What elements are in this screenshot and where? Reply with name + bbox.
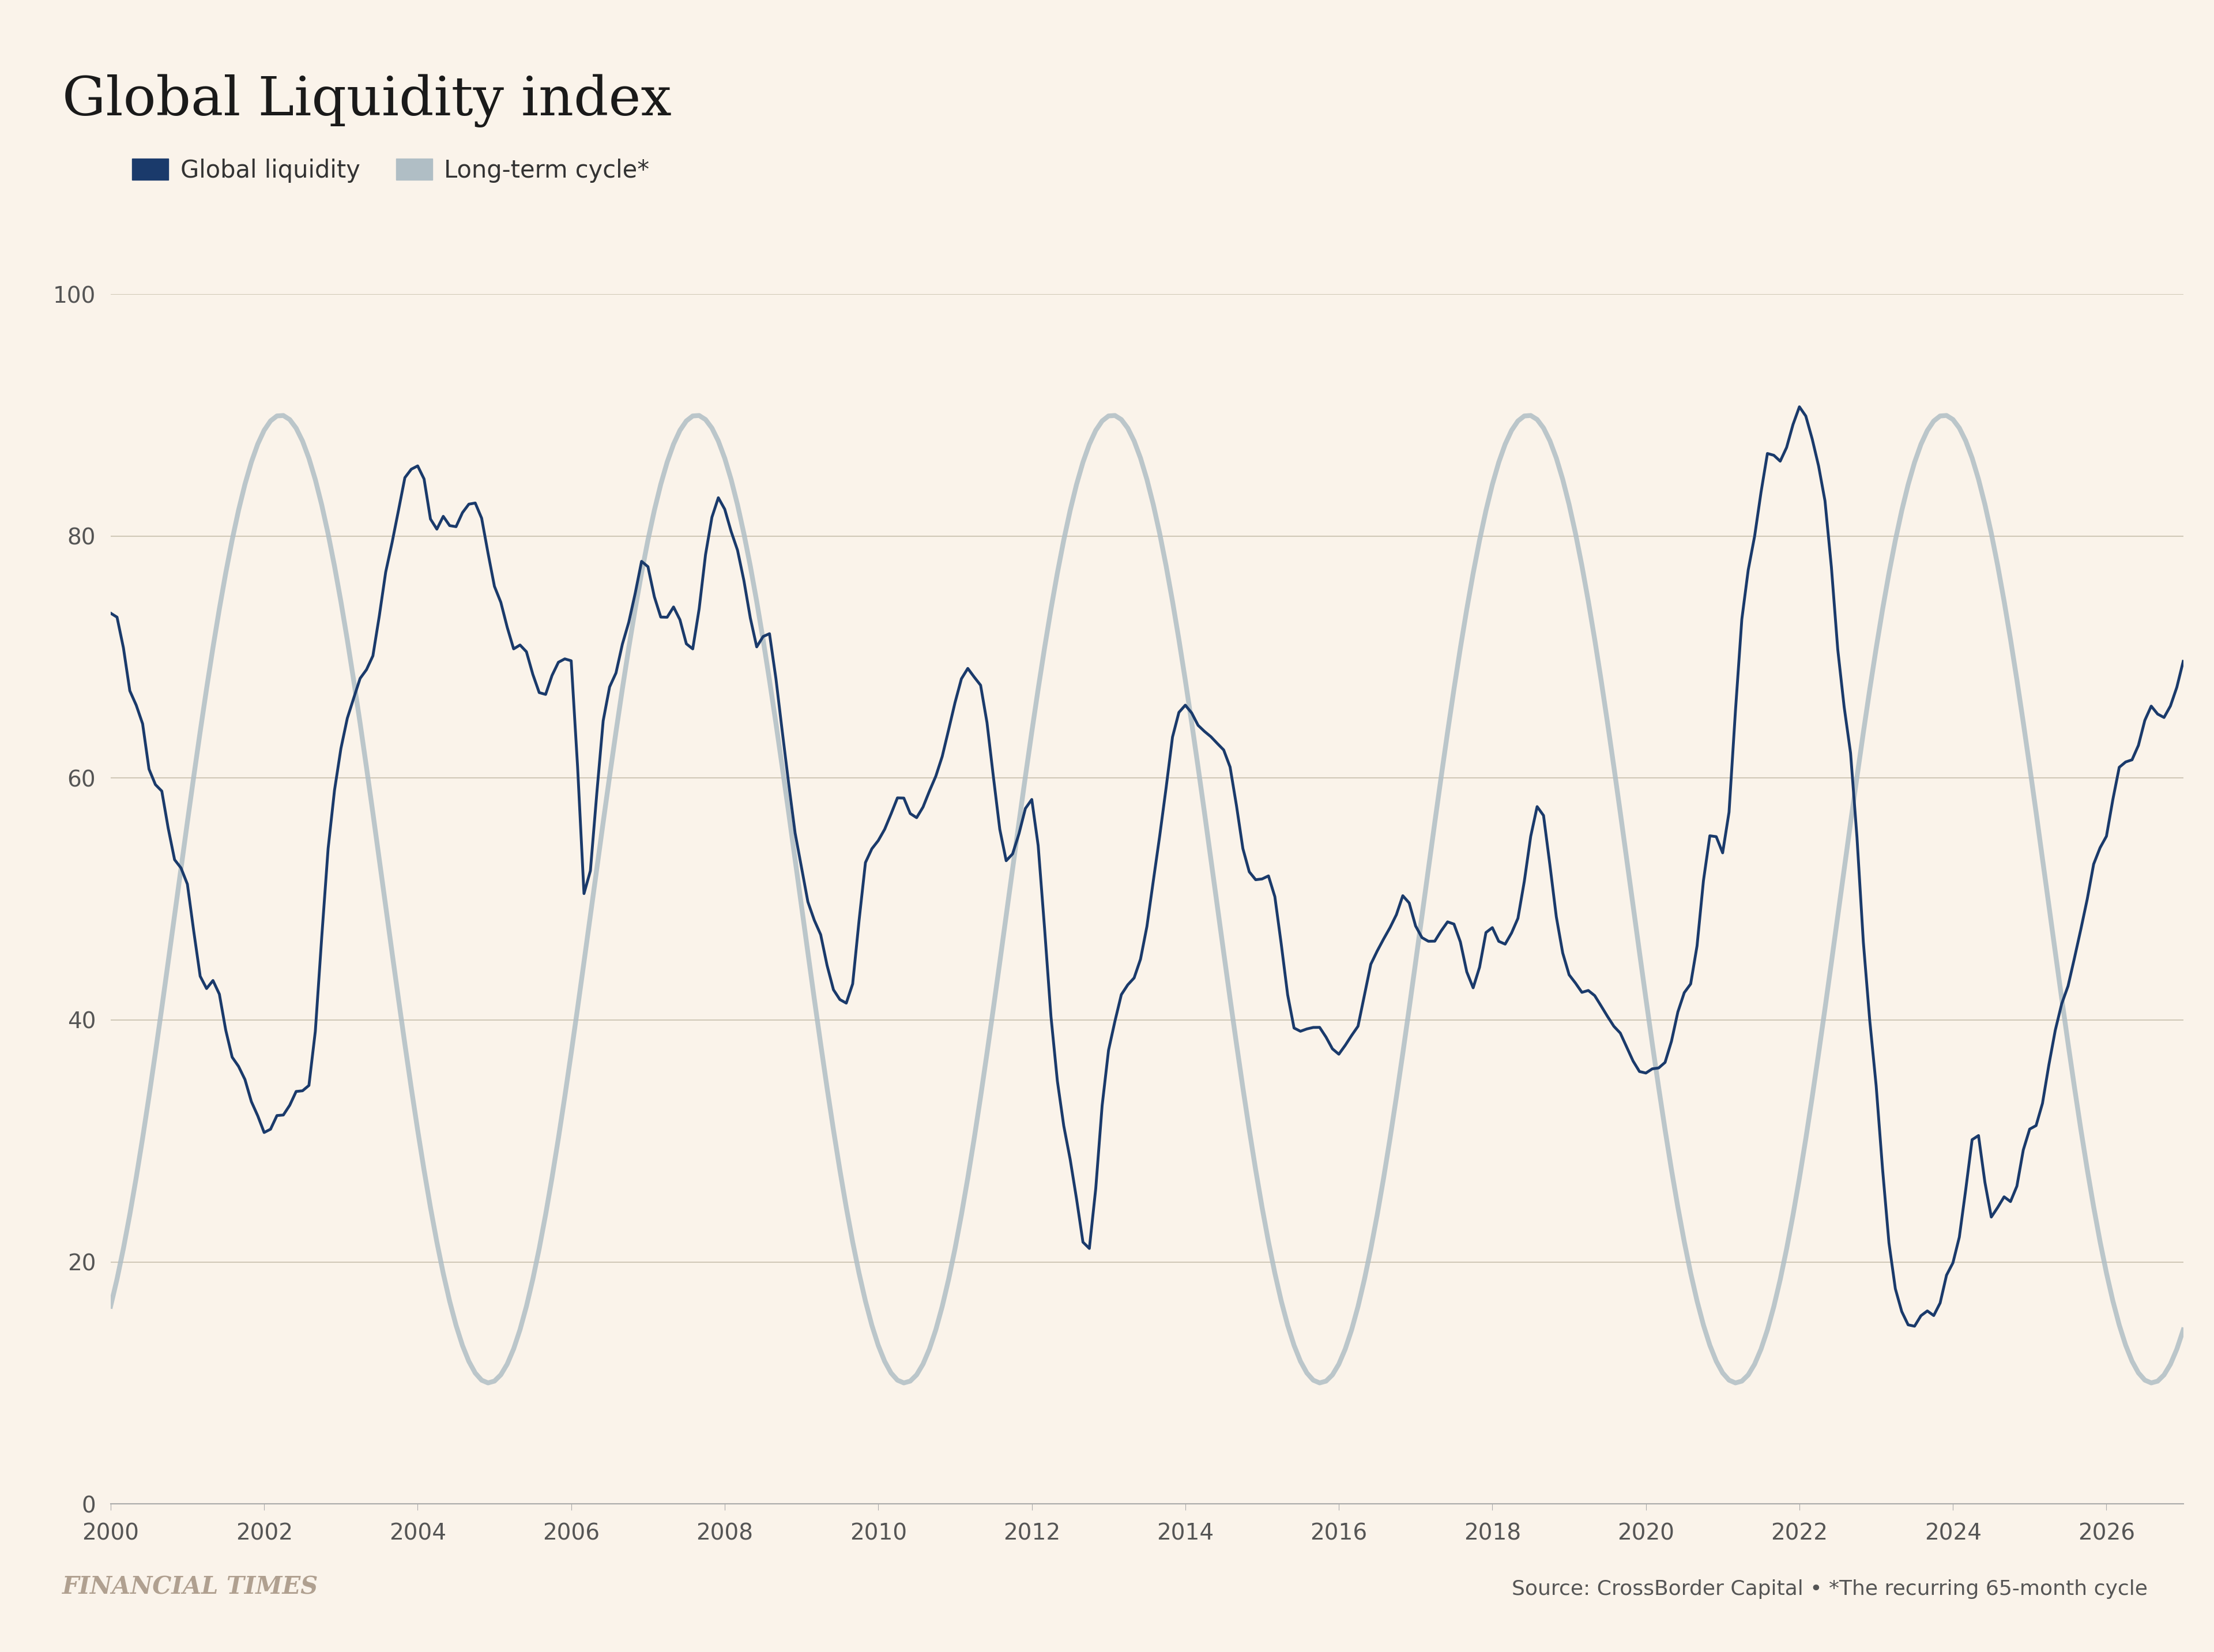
Text: FINANCIAL TIMES: FINANCIAL TIMES [62, 1574, 319, 1599]
Text: Source: CrossBorder Capital • *The recurring 65-month cycle: Source: CrossBorder Capital • *The recur… [1512, 1579, 2148, 1599]
Text: Global Liquidity index: Global Liquidity index [62, 74, 671, 127]
Legend: Global liquidity, Long-term cycle*: Global liquidity, Long-term cycle* [122, 149, 660, 192]
